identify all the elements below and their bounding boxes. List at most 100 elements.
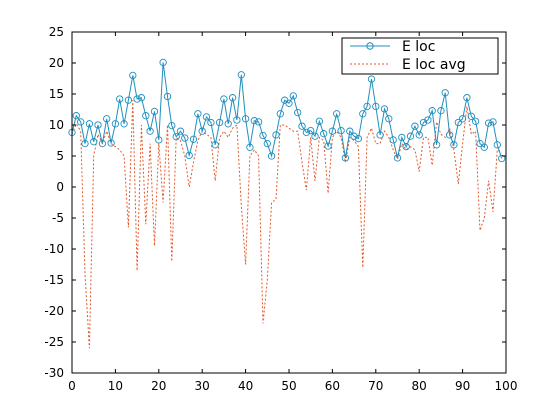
y-tick-label: -15	[44, 273, 64, 287]
data-point-e-loc	[372, 102, 380, 111]
data-point-e-loc	[267, 152, 276, 160]
legend: E loc E loc avg	[341, 37, 499, 75]
data-point-e-loc	[428, 107, 436, 115]
y-tick-label: -5	[52, 211, 64, 225]
series-line-e-loc	[71, 62, 503, 159]
data-point-e-loc	[172, 133, 180, 141]
data-point-e-loc	[146, 127, 154, 135]
legend-marker-e-loc	[366, 42, 374, 50]
data-point-e-loc	[480, 143, 488, 151]
data-point-e-loc	[276, 110, 284, 118]
y-tick-label: -25	[44, 335, 64, 349]
data-point-e-loc	[81, 139, 89, 148]
data-point-e-loc	[129, 71, 137, 80]
data-point-e-loc	[181, 134, 189, 142]
data-point-e-loc	[346, 127, 354, 135]
data-point-e-loc	[224, 120, 232, 128]
data-point-e-loc	[471, 117, 480, 125]
y-tick-label: 10	[49, 118, 64, 132]
data-point-e-loc	[103, 115, 111, 123]
data-point-e-loc	[211, 141, 219, 149]
data-point-e-loc	[120, 120, 128, 128]
data-point-e-loc	[85, 120, 94, 128]
data-point-e-loc	[124, 96, 133, 104]
x-tick-label: 70	[368, 379, 383, 393]
data-point-e-loc	[254, 118, 263, 126]
data-point-e-loc	[419, 118, 428, 127]
data-point-e-loc	[259, 131, 267, 140]
data-point-e-loc	[176, 127, 185, 135]
data-point-e-loc	[150, 107, 159, 116]
data-point-e-loc	[168, 121, 176, 130]
data-point-e-loc	[220, 95, 228, 103]
data-point-e-loc	[194, 110, 202, 118]
data-point-e-loc	[359, 110, 367, 118]
data-point-e-loc	[250, 117, 258, 125]
data-point-e-loc	[302, 128, 311, 137]
data-point-e-loc	[463, 94, 471, 102]
x-tick-label: 90	[455, 379, 470, 393]
data-point-e-loc	[263, 139, 271, 148]
data-point-e-loc	[77, 118, 85, 126]
data-point-e-loc	[424, 116, 432, 124]
data-point-e-loc	[320, 130, 328, 138]
data-point-e-loc	[163, 92, 172, 101]
data-point-e-loc	[350, 132, 358, 140]
data-point-e-loc	[398, 133, 406, 142]
data-point-e-loc	[441, 89, 449, 97]
data-point-e-loc	[116, 95, 124, 103]
x-tick-label: 20	[151, 379, 166, 393]
y-tick-label: -10	[44, 242, 64, 256]
data-point-e-loc	[415, 131, 423, 139]
data-point-e-loc	[498, 154, 506, 163]
y-tick-label: 20	[49, 56, 64, 70]
y-tick-label: 0	[56, 180, 64, 194]
data-point-e-loc	[385, 115, 393, 123]
data-point-e-loc	[298, 122, 306, 130]
data-point-e-loc	[98, 139, 107, 148]
data-point-e-loc	[272, 131, 280, 139]
legend-label-e-loc: E loc	[402, 39, 435, 55]
data-point-e-loc	[155, 136, 163, 144]
data-point-e-loc	[450, 141, 458, 149]
data-point-e-loc	[246, 143, 254, 151]
data-point-e-loc	[241, 115, 250, 123]
data-point-e-loc	[294, 108, 302, 117]
x-tick-label: 30	[195, 379, 210, 393]
data-point-e-loc	[337, 126, 345, 135]
data-point-e-loc	[202, 113, 211, 121]
data-point-e-loc	[437, 107, 445, 115]
data-point-e-loc	[237, 71, 245, 79]
axes-ticks: 0 10 20 30 40 50 60 70 80 90 100 -30 -25 -20 -15 -10 -5 0…	[44, 25, 517, 393]
data-point-e-loc	[445, 131, 454, 139]
data-point-e-loc	[228, 94, 237, 102]
data-point-e-loc	[484, 119, 493, 127]
data-point-e-loc	[411, 122, 419, 130]
x-tick-label: 40	[238, 379, 253, 393]
data-point-e-loc	[311, 132, 319, 140]
data-point-e-loc	[324, 142, 332, 150]
y-tick-label: 25	[49, 25, 64, 39]
data-point-e-loc	[432, 141, 441, 149]
data-point-e-loc	[393, 154, 402, 162]
x-tick-label: 100	[495, 379, 518, 393]
data-point-e-loc	[489, 118, 497, 126]
data-point-e-loc	[328, 127, 337, 135]
x-tick-label: 10	[108, 379, 123, 393]
legend-box	[341, 37, 499, 75]
data-point-e-loc	[72, 112, 80, 120]
data-point-e-loc	[380, 105, 389, 113]
data-point-e-loc	[467, 112, 475, 120]
data-point-e-loc	[454, 118, 462, 127]
data-point-e-loc	[111, 120, 120, 128]
data-point-e-loc	[185, 151, 193, 160]
y-tick-label: -20	[44, 304, 64, 318]
data-point-e-loc	[207, 118, 215, 127]
data-point-e-loc	[90, 138, 98, 146]
data-point-e-loc	[159, 58, 167, 67]
y-tick-label: 15	[49, 87, 64, 101]
data-point-e-loc	[285, 99, 293, 107]
data-point-e-loc	[142, 112, 150, 120]
data-point-e-loc	[493, 141, 501, 149]
